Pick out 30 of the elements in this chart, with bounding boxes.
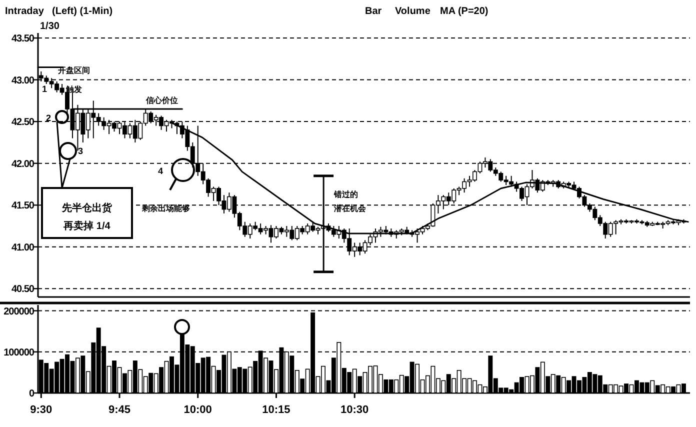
x-tick-label: 10:15 xyxy=(262,404,290,416)
x-tick-label: 9:45 xyxy=(108,404,131,416)
y-tick-label: 42.00 xyxy=(11,158,35,170)
annotation: 3 xyxy=(78,146,84,156)
annotation: 4 xyxy=(158,166,164,176)
text: Intraday xyxy=(5,6,44,17)
annotation: 再卖掉 1/4 xyxy=(62,220,111,232)
x-tick-label: 10:00 xyxy=(184,404,212,416)
y-tick-label: 43.50 xyxy=(11,34,35,45)
annotation: 错过的 xyxy=(333,190,358,199)
text: Bar xyxy=(365,6,382,17)
annotation: 先半仓出货 xyxy=(61,202,113,214)
y-tick-label: 100000 xyxy=(4,347,35,358)
text: 1/30 xyxy=(40,21,60,32)
y-tick-label: 200000 xyxy=(4,306,35,318)
annotation: 信心价位 xyxy=(145,95,178,105)
text: Volume xyxy=(395,6,431,17)
y-tick-label: 41.50 xyxy=(11,200,35,212)
text: (Left) (1-Min) xyxy=(52,6,113,17)
x-tick-label: 9:30 xyxy=(30,404,52,416)
x-tick-label: 10:30 xyxy=(340,404,369,416)
annotation: 1 xyxy=(42,84,48,94)
y-tick-label: 0 xyxy=(28,388,35,400)
y-tick-label: 41.00 xyxy=(11,242,35,254)
annotation: 潜在机会 xyxy=(333,204,367,213)
y-tick-label: 40.50 xyxy=(11,284,35,296)
y-tick-label: 42.50 xyxy=(11,117,35,128)
y-tick-label: 43.00 xyxy=(11,75,35,86)
annotation: 2 xyxy=(46,113,52,123)
text: MA (P=20) xyxy=(440,6,488,17)
